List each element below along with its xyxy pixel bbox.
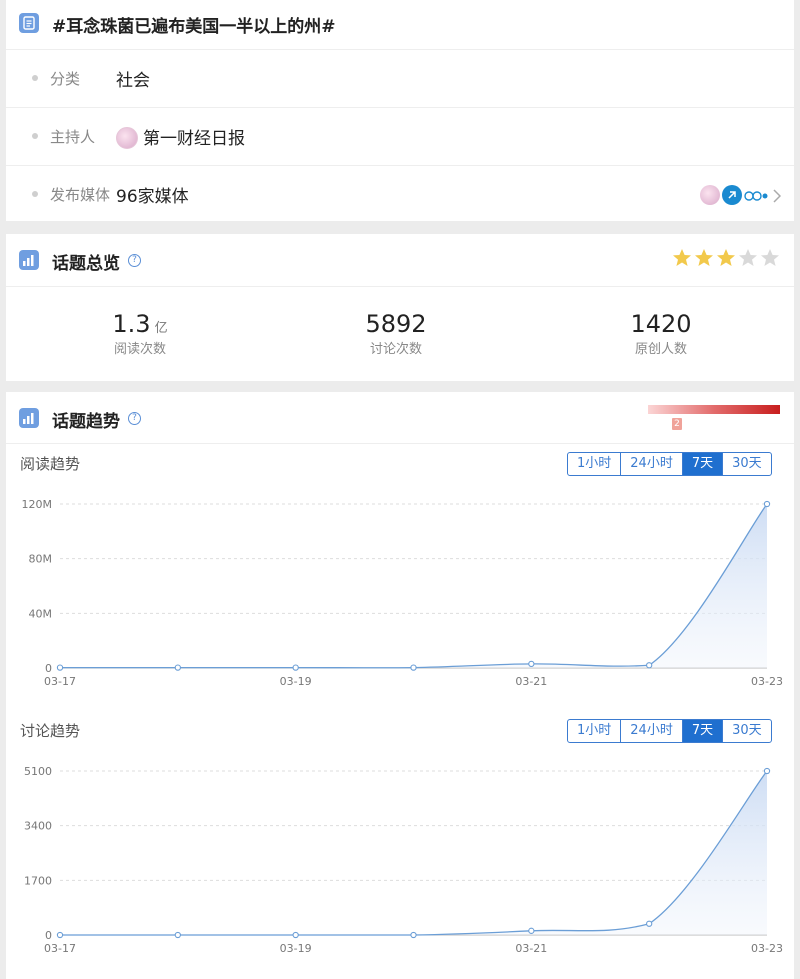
heat-badge: 2 — [672, 418, 682, 430]
data-point — [174, 664, 181, 671]
star-icon — [694, 248, 714, 272]
y-tick-label: 80M — [29, 553, 53, 566]
chart-bar-icon — [19, 408, 39, 428]
x-tick-label: 03-21 — [515, 675, 547, 688]
host-name-link[interactable]: 第一财经日报 — [143, 129, 245, 149]
bullet-dot — [32, 191, 38, 197]
host-avatar[interactable] — [116, 127, 138, 149]
media-label: 发布媒体 — [50, 186, 111, 204]
series-line — [60, 503, 768, 669]
data-point — [174, 931, 181, 939]
y-tick-label: 0 — [45, 929, 52, 942]
range-24h[interactable]: 24小时 — [620, 720, 682, 742]
x-tick-label: 03-17 — [44, 942, 76, 955]
stat-originals: 1420 原创人数 — [561, 310, 761, 357]
range-24h[interactable]: 24小时 — [620, 453, 682, 475]
host-row[interactable]: 主持人 第一财经日报 — [6, 107, 794, 165]
overview-title: 话题总览 — [52, 254, 120, 274]
x-tick-label: 03-23 — [751, 942, 783, 955]
reads-caption: 阅读次数 — [113, 342, 166, 357]
range-7d[interactable]: 7天 — [681, 453, 723, 475]
document-icon — [19, 13, 39, 33]
x-tick-label: 03-23 — [751, 675, 783, 688]
originals-value: 1420 — [630, 310, 692, 338]
star-icon — [760, 248, 780, 272]
divider — [6, 286, 794, 287]
data-point — [292, 664, 299, 671]
star-icon — [738, 248, 758, 272]
discussion-trend-title: 讨论趋势 — [20, 722, 81, 740]
data-point — [410, 931, 417, 939]
rating-stars — [672, 248, 780, 272]
topic-title: #耳念珠菌已遍布美国一半以上的州# — [52, 17, 336, 37]
media-avatar-3[interactable] — [744, 188, 770, 202]
divider — [6, 443, 794, 444]
heat-scale-bar — [648, 405, 780, 414]
media-count: 96家媒体 — [116, 187, 189, 207]
bullet-dot — [32, 133, 38, 139]
data-point — [528, 660, 535, 668]
trend-card: 话题趋势 ? 2 阅读趋势 1小时 24小时 7天 30天 0 40M 80M 120… — [6, 392, 794, 979]
help-icon[interactable]: ? — [128, 412, 141, 425]
topic-info-card: #耳念珠菌已遍布美国一半以上的州# 分类 社会 主持人 第一财经日报 发布媒体 … — [6, 0, 794, 221]
y-tick-label: 5100 — [24, 765, 52, 778]
chevron-right-icon[interactable] — [773, 188, 782, 207]
x-tick-label: 03-19 — [280, 675, 312, 688]
x-tick-label: 03-21 — [515, 942, 547, 955]
range-1h[interactable]: 1小时 — [577, 723, 612, 738]
bullet-dot — [32, 75, 38, 81]
series-area — [60, 771, 767, 935]
x-tick-label: 03-19 — [280, 942, 312, 955]
category-value: 社会 — [116, 71, 150, 91]
data-point — [763, 500, 771, 508]
reading-trend-title: 阅读趋势 — [20, 455, 81, 473]
reads-unit: 亿 — [154, 321, 168, 336]
media-row[interactable]: 发布媒体 96家媒体 — [6, 165, 794, 223]
y-tick-label: 120M — [22, 498, 53, 511]
media-avatar-1[interactable] — [700, 185, 720, 205]
discussion-range-selector[interactable]: 1小时 24小时 7天 30天 — [567, 719, 772, 743]
reading-trend-chart: 0 40M 80M 120M 03-17 03-19 03-21 03-23 — [22, 498, 783, 688]
help-icon[interactable]: ? — [128, 254, 141, 267]
star-icon — [716, 248, 736, 272]
data-point — [292, 931, 299, 939]
star-icon — [672, 248, 692, 272]
series-line — [60, 770, 768, 936]
stat-reads: 1.3 亿 阅读次数 — [40, 310, 240, 357]
data-point — [56, 931, 64, 939]
data-point — [646, 662, 653, 669]
range-7d[interactable]: 7天 — [681, 720, 723, 742]
stat-discussions: 5892 讨论次数 — [296, 310, 496, 357]
category-label: 分类 — [50, 70, 81, 88]
chart-bar-icon — [19, 250, 39, 270]
data-point — [410, 664, 417, 671]
reads-value: 1.3 — [112, 310, 151, 338]
media-avatar-2[interactable] — [722, 185, 742, 205]
reading-range-selector[interactable]: 1小时 24小时 7天 30天 — [567, 452, 772, 476]
overview-card: 话题总览 ? 1.3 亿 阅读次数 5892 讨论次数 1420 原创人数 — [6, 234, 794, 381]
y-tick-label: 1700 — [24, 874, 52, 887]
range-30d[interactable]: 30天 — [722, 453, 771, 475]
y-tick-label: 3400 — [24, 820, 52, 833]
data-point — [56, 664, 64, 671]
range-1h[interactable]: 1小时 — [577, 456, 612, 471]
series-area — [60, 504, 767, 668]
originals-caption: 原创人数 — [634, 342, 687, 357]
data-point — [528, 927, 535, 934]
range-30d[interactable]: 30天 — [722, 720, 771, 742]
discussions-caption: 讨论次数 — [369, 342, 422, 357]
discussions-value: 5892 — [365, 310, 427, 338]
x-tick-label: 03-17 — [44, 675, 76, 688]
y-tick-label: 40M — [29, 607, 53, 620]
data-point — [646, 920, 653, 927]
host-label: 主持人 — [50, 128, 96, 146]
discussion-trend-chart: 0 1700 3400 5100 03-17 03-19 03-21 03-23 — [24, 765, 783, 955]
data-point — [763, 767, 771, 775]
y-tick-label: 0 — [45, 662, 52, 675]
category-row: 分类 社会 — [6, 49, 794, 107]
trend-title: 话题趋势 — [52, 412, 120, 432]
